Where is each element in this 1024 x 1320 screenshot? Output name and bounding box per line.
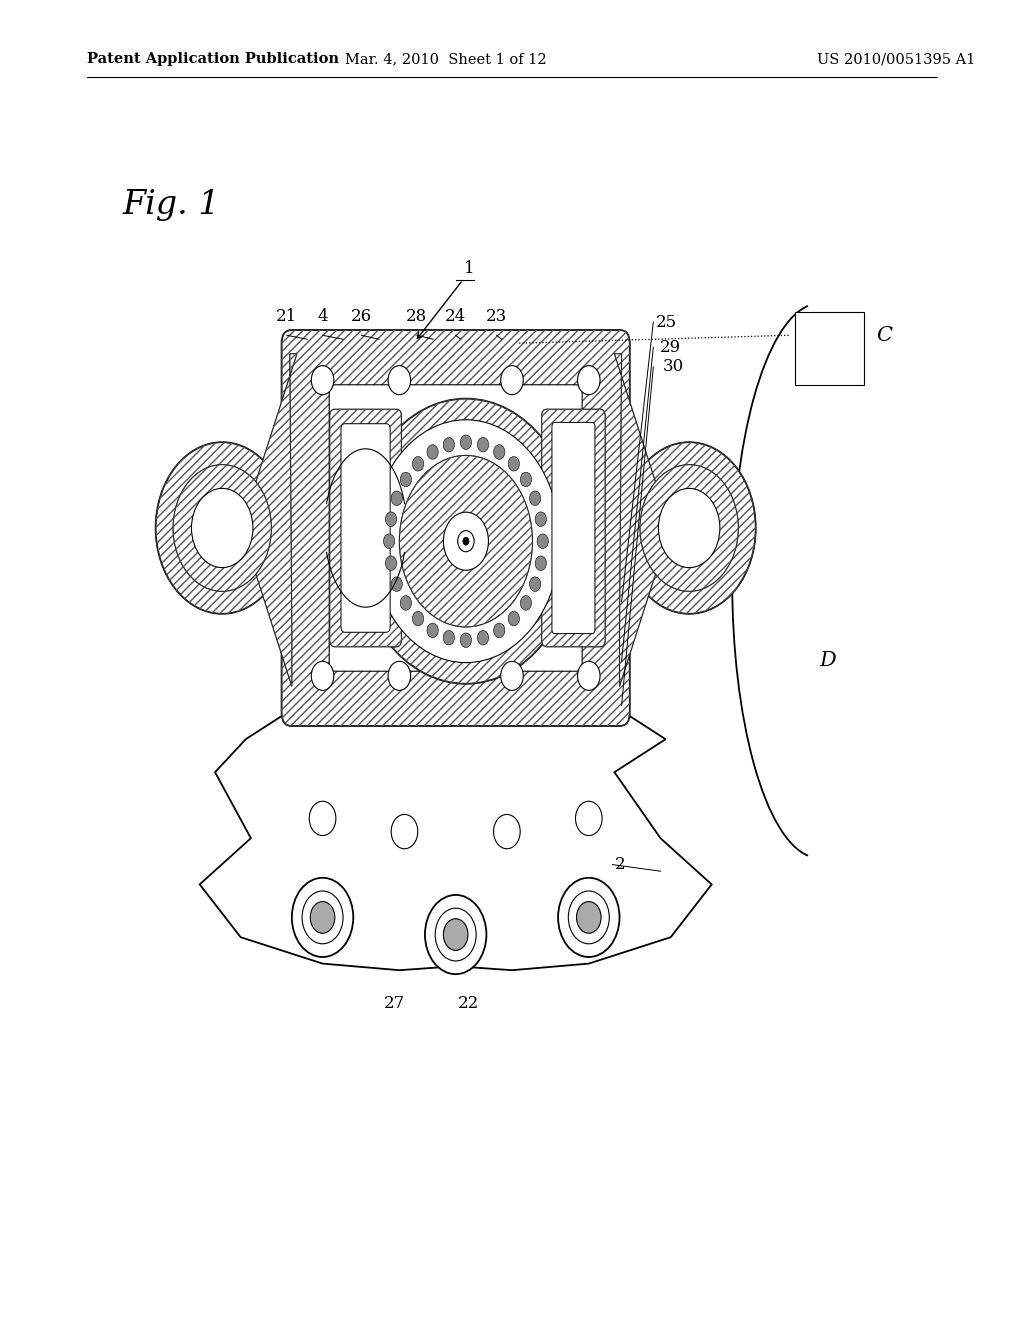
Text: Fig. 1: Fig. 1 <box>123 189 220 220</box>
Circle shape <box>391 814 418 849</box>
Circle shape <box>385 556 396 570</box>
Circle shape <box>191 488 253 568</box>
Circle shape <box>461 436 471 449</box>
Circle shape <box>399 455 532 627</box>
Text: C: C <box>877 326 893 345</box>
Circle shape <box>623 442 756 614</box>
Circle shape <box>520 595 531 610</box>
Circle shape <box>443 437 455 451</box>
Circle shape <box>494 623 505 638</box>
Circle shape <box>156 442 289 614</box>
Circle shape <box>494 814 520 849</box>
FancyBboxPatch shape <box>330 385 582 671</box>
Text: 21: 21 <box>276 309 297 325</box>
Circle shape <box>658 488 720 568</box>
Circle shape <box>355 399 577 684</box>
Circle shape <box>311 366 334 395</box>
Circle shape <box>538 535 549 549</box>
Circle shape <box>458 531 474 552</box>
FancyBboxPatch shape <box>282 330 630 726</box>
Circle shape <box>385 512 396 527</box>
Circle shape <box>529 491 541 506</box>
Circle shape <box>577 902 601 933</box>
Circle shape <box>640 465 738 591</box>
Circle shape <box>536 512 547 527</box>
Text: Mar. 4, 2010  Sheet 1 of 12: Mar. 4, 2010 Sheet 1 of 12 <box>345 53 546 66</box>
Text: 1: 1 <box>464 260 474 277</box>
Circle shape <box>425 895 486 974</box>
FancyBboxPatch shape <box>552 422 595 634</box>
Circle shape <box>292 878 353 957</box>
Circle shape <box>391 491 402 506</box>
Circle shape <box>372 420 560 663</box>
Text: US 2010/0051395 A1: US 2010/0051395 A1 <box>817 53 975 66</box>
Text: 23: 23 <box>486 309 507 325</box>
Circle shape <box>477 631 488 645</box>
Text: 28: 28 <box>407 309 427 325</box>
Circle shape <box>520 473 531 487</box>
Circle shape <box>173 465 271 591</box>
Circle shape <box>311 661 334 690</box>
FancyBboxPatch shape <box>542 409 605 647</box>
Circle shape <box>477 437 488 451</box>
Bar <box>795 312 864 385</box>
Circle shape <box>568 891 609 944</box>
Circle shape <box>383 535 395 549</box>
Text: 24: 24 <box>445 309 466 325</box>
Circle shape <box>508 611 519 626</box>
Circle shape <box>578 661 600 690</box>
Circle shape <box>578 366 600 395</box>
Circle shape <box>494 445 505 459</box>
Circle shape <box>310 902 335 933</box>
Polygon shape <box>200 713 712 970</box>
Text: Patent Application Publication: Patent Application Publication <box>87 53 339 66</box>
Circle shape <box>388 661 411 690</box>
Circle shape <box>461 632 471 647</box>
Circle shape <box>302 891 343 944</box>
Circle shape <box>508 457 519 471</box>
Circle shape <box>575 801 602 836</box>
Text: 4: 4 <box>317 309 328 325</box>
Circle shape <box>413 611 424 626</box>
Text: 26: 26 <box>351 309 372 325</box>
Circle shape <box>529 577 541 591</box>
Polygon shape <box>253 354 297 686</box>
Circle shape <box>501 366 523 395</box>
Text: 27: 27 <box>384 995 404 1011</box>
Circle shape <box>400 595 412 610</box>
Polygon shape <box>614 354 658 686</box>
Circle shape <box>443 919 468 950</box>
Text: 29: 29 <box>659 339 681 355</box>
FancyBboxPatch shape <box>341 424 390 632</box>
Text: 22: 22 <box>458 995 478 1011</box>
Text: D: D <box>819 651 836 669</box>
Text: 2: 2 <box>614 857 625 873</box>
Circle shape <box>391 577 402 591</box>
Circle shape <box>388 366 411 395</box>
Text: 25: 25 <box>655 314 677 330</box>
Circle shape <box>427 445 438 459</box>
Circle shape <box>443 631 455 645</box>
Circle shape <box>443 512 488 570</box>
Text: 30: 30 <box>663 359 684 375</box>
FancyBboxPatch shape <box>330 409 401 647</box>
Circle shape <box>536 556 547 570</box>
Circle shape <box>400 473 412 487</box>
Circle shape <box>427 623 438 638</box>
Circle shape <box>558 878 620 957</box>
Circle shape <box>463 537 469 545</box>
Circle shape <box>413 457 424 471</box>
Circle shape <box>501 661 523 690</box>
Circle shape <box>435 908 476 961</box>
Circle shape <box>309 801 336 836</box>
